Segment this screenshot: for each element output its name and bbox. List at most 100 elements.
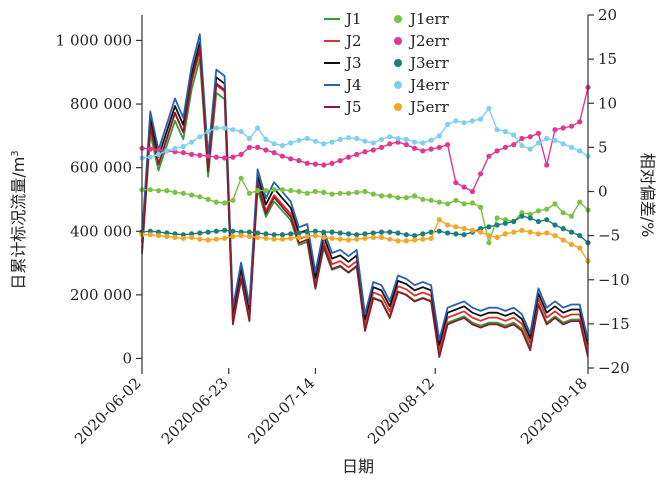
series-point-j4err bbox=[246, 135, 252, 142]
series-point-j4err bbox=[321, 141, 327, 147]
series-point-j5err bbox=[387, 236, 393, 242]
series-point-j3err bbox=[511, 218, 517, 225]
series-point-j1err bbox=[527, 211, 533, 217]
series-point-j4err bbox=[436, 133, 442, 139]
legend-label-j5err: J5err bbox=[408, 98, 450, 116]
series-point-j4err bbox=[362, 138, 368, 144]
series-point-j2err bbox=[552, 127, 558, 133]
series-point-j3err bbox=[428, 229, 434, 235]
series-point-j1err bbox=[494, 215, 500, 221]
series-point-j1err bbox=[378, 193, 385, 199]
series-point-j2err bbox=[189, 151, 195, 157]
series-point-j4err bbox=[213, 125, 219, 131]
series-point-j1err bbox=[296, 188, 302, 195]
series-point-j4err bbox=[255, 125, 261, 131]
series-point-j4err bbox=[461, 120, 467, 126]
legend: J1 J2 J3 J4 J5 J1err J2err J3err J4err J5err bbox=[324, 10, 450, 116]
series-point-j3err bbox=[279, 232, 285, 238]
series-point-j1err bbox=[403, 195, 409, 201]
series-point-j5err bbox=[403, 238, 409, 244]
series-point-j5err bbox=[395, 238, 401, 244]
legend-swatch-j3err bbox=[394, 59, 402, 67]
series-point-j3err bbox=[345, 231, 352, 237]
series-point-j2err bbox=[213, 154, 219, 160]
series-point-j3err bbox=[362, 231, 368, 237]
series-point-j4err bbox=[502, 128, 508, 135]
series-point-j5err bbox=[197, 236, 203, 242]
series-point-j5err bbox=[172, 234, 178, 240]
series-point-j2err bbox=[354, 151, 360, 157]
series-point-j3err bbox=[535, 218, 542, 225]
series-point-j3err bbox=[544, 217, 550, 223]
series-point-j4err bbox=[378, 136, 385, 142]
series-point-j1err bbox=[577, 199, 583, 205]
series-point-j4err bbox=[486, 105, 492, 112]
series-point-j3err bbox=[502, 220, 508, 226]
y2-tick-label: −15 bbox=[598, 315, 630, 333]
series-point-j5err bbox=[378, 234, 385, 240]
series-point-j3err bbox=[222, 227, 228, 233]
series-point-j2err bbox=[560, 125, 566, 131]
series-point-j3err bbox=[271, 232, 277, 238]
series-point-j1err bbox=[329, 191, 335, 197]
series-point-j5err bbox=[428, 235, 434, 241]
series-point-j2err bbox=[337, 158, 343, 164]
series-point-j3err bbox=[486, 224, 492, 230]
series-point-j1err bbox=[469, 200, 475, 206]
series-point-j4err bbox=[288, 140, 294, 146]
series-point-j1err bbox=[213, 199, 219, 205]
series-point-j5err bbox=[230, 233, 236, 240]
y-axis-title-superscript: 3 bbox=[10, 150, 21, 156]
series-point-j2err bbox=[370, 147, 376, 153]
series-point-j3err bbox=[527, 215, 533, 221]
series-point-j1err bbox=[502, 217, 508, 223]
series-point-j4err bbox=[337, 136, 343, 142]
series-point-j2err bbox=[527, 134, 533, 140]
series-point-j2err bbox=[197, 152, 203, 158]
series-point-j2err bbox=[230, 154, 236, 160]
x-tick-label: 2020-09-18 bbox=[517, 374, 591, 448]
series-point-j3err bbox=[321, 229, 327, 235]
series-point-j5err bbox=[155, 233, 162, 239]
legend-swatch-j1err bbox=[394, 15, 402, 23]
series-point-j2err bbox=[544, 162, 550, 168]
series-point-j2err bbox=[222, 155, 228, 161]
series-point-j1err bbox=[535, 208, 542, 214]
series-point-j1err bbox=[370, 191, 376, 197]
series-point-j1err bbox=[255, 188, 261, 194]
series-point-j2err bbox=[180, 150, 186, 156]
series-point-j1err bbox=[387, 193, 393, 199]
series-point-j1err bbox=[271, 187, 277, 193]
series-point-j2err bbox=[255, 144, 261, 150]
series-point-j3err bbox=[337, 230, 343, 236]
series-point-j2err bbox=[577, 119, 583, 125]
series-point-j2err bbox=[478, 171, 484, 177]
series-point-j1err bbox=[445, 201, 451, 207]
series-point-j5err bbox=[296, 234, 302, 240]
series-point-j5err bbox=[255, 234, 261, 240]
series-point-j4err bbox=[544, 135, 550, 142]
series-point-j2err bbox=[263, 147, 269, 153]
series-point-j1err bbox=[197, 194, 203, 200]
series-point-j4err bbox=[511, 132, 517, 138]
series-point-j5err bbox=[213, 236, 219, 242]
y-tick-label: 800 000 bbox=[70, 95, 132, 113]
legend-label-j1err: J1err bbox=[408, 10, 450, 28]
series-point-j3err bbox=[329, 229, 335, 235]
series-point-j4err bbox=[560, 141, 566, 147]
series-point-j5err bbox=[263, 235, 269, 241]
series-point-j2err bbox=[238, 151, 244, 157]
legend-swatch-j4err bbox=[394, 81, 402, 89]
series-point-j5err bbox=[420, 236, 426, 242]
series-point-j3err bbox=[180, 232, 186, 238]
series-point-j3err bbox=[568, 229, 575, 235]
y2-tick-label: 15 bbox=[598, 50, 617, 68]
series-point-j1err bbox=[288, 188, 294, 194]
series-point-j5err bbox=[552, 233, 558, 239]
series-point-j5err bbox=[370, 234, 376, 240]
series-point-j5err bbox=[362, 235, 368, 241]
series-point-j1err bbox=[246, 190, 252, 196]
series-point-j2err bbox=[304, 160, 310, 166]
series-point-j4err bbox=[197, 134, 203, 140]
series-point-j4err bbox=[577, 148, 583, 154]
